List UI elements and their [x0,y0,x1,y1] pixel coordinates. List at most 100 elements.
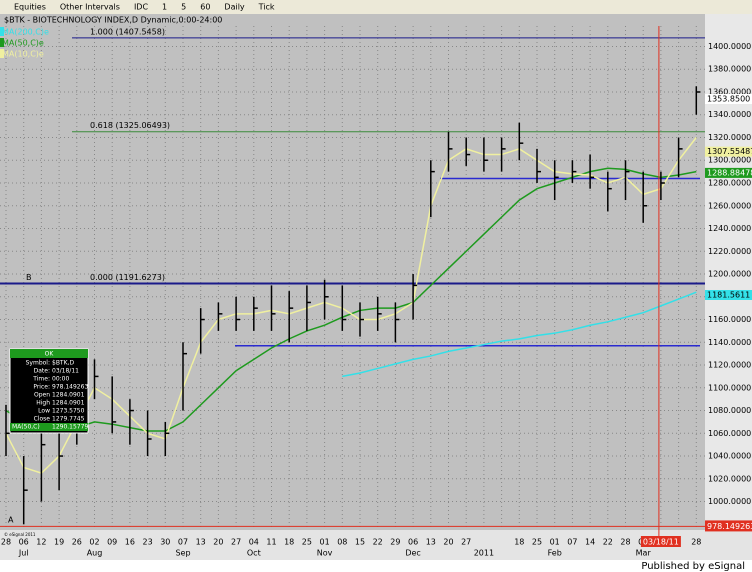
x-tick-label: 02 [89,538,99,547]
x-month-label: Oct [247,549,261,558]
x-tick-label: 14 [585,538,595,547]
x-tick-label: 11 [266,538,276,547]
x-tick-label: 18 [284,538,294,547]
y-tick-label: 1200.0000 [708,270,751,279]
x-axis-bg [0,530,752,560]
x-tick-label: 15 [355,538,365,547]
x-tick-label: 01 [320,538,330,547]
x-tick-label: 18 [514,538,524,547]
x-tick-label: 23 [143,538,153,547]
x-tick-label: 28 [1,538,11,547]
x-tick-label: 13 [196,538,206,547]
y-tick-label: 1260.0000 [708,201,751,210]
x-tick-label: 04 [249,538,259,547]
x-tick-label: 07 [178,538,188,547]
toolbar-item[interactable]: Daily [224,3,245,12]
y-tick-label: 1360.0000 [708,87,751,96]
price-tag-box [705,146,752,157]
x-tick-label: 06 [408,538,418,547]
price-tag: 1307.55487 [707,147,752,156]
legend-swatch [0,49,4,58]
y-tick-label: 1280.0000 [708,179,751,188]
x-month-label: Mar [636,549,652,558]
info-value: 1284.0901 [52,392,85,399]
y-tick-label: 1220.0000 [708,247,751,256]
x-month-label: Jul [18,549,29,558]
x-month-label: Nov [317,549,333,558]
x-month-label: Aug [87,549,103,558]
info-value: 1290.15779 [52,424,88,431]
price-tag: 1288.88478 [707,168,752,177]
legend-label: MA(200,C)e [2,28,49,37]
legend-swatch [0,27,4,36]
x-tick-label: 16 [125,538,135,547]
toolbar-item[interactable]: IDC [134,3,149,12]
ma-line [5,137,697,474]
y-tick-label: 1320.0000 [708,133,751,142]
x-tick-label: 28 [620,538,630,547]
info-value: 978.149263 [52,384,88,391]
y-tick-label: 1300.0000 [708,156,751,165]
price-tag: 1353.8500 [707,94,750,103]
y-tick-label: 1000.0000 [708,497,751,506]
toolbar-item[interactable]: Equities [14,3,46,12]
cursor-date-box [640,536,681,547]
toolbar-item[interactable]: 60 [200,3,210,12]
info-label: MA(50,C) [12,424,40,431]
fib-label: 1.000 (1407.5458) [90,27,165,36]
x-tick-label: 06 [19,538,29,547]
info-label: Open [34,392,50,399]
toolbar-item[interactable]: Other Intervals [60,3,120,12]
y-tick-label: 1240.0000 [708,224,751,233]
y-tick-label: 1040.0000 [708,452,751,461]
legend-label: MA(50,C)e [2,39,44,48]
cursor-tag-box [705,520,752,532]
chart-title: $BTK - BIOTECHNOLOGY INDEX,D Dynamic,0:0… [4,16,222,25]
info-title-bg [10,349,88,358]
info-value: 1279.7745 [52,416,85,423]
x-tick-label: 25 [532,538,542,547]
info-label: Symbol: [26,360,50,367]
info-label: High [36,400,50,407]
y-tick-label: 1120.0000 [708,361,751,370]
cursor-tag: 978.149263 [707,522,752,531]
info-value: 1273.5750 [52,408,85,415]
toolbar-item[interactable]: 5 [181,3,186,12]
price-tag: 1181.5611 [707,290,750,299]
x-month-label: Feb [548,549,562,558]
toolbar-item[interactable]: 1 [162,3,167,12]
y-tick-label: 1080.0000 [708,406,751,415]
y-tick-label: 1100.0000 [708,383,751,392]
x-tick-label: 26 [72,538,82,547]
fib-label: 0.000 (1191.6273) [90,273,165,282]
x-tick-label: 13 [426,538,436,547]
x-tick-label: 09 [107,538,117,547]
info-label: Low [38,408,50,415]
info-box [9,348,89,434]
info-label: Close [34,416,51,423]
x-tick-label: 20 [213,538,223,547]
x-tick-label: 29 [390,538,400,547]
price-tag-box [705,289,752,300]
x-tick-label: 30 [160,538,170,547]
point-label: A [8,516,14,525]
info-value: 1284.0901 [52,400,85,407]
fib-label: 0.618 (1325.06493) [90,121,170,130]
x-tick-label: 22 [373,538,383,547]
legend-swatch [0,38,4,47]
toolbar-item[interactable]: Tick [258,3,275,12]
price-tag-box [705,93,752,104]
info-value: 00:00 [52,376,69,383]
info-label: Price: [33,384,50,391]
toolbar [0,0,752,14]
legend-label: MA(10,C)e [2,50,44,59]
x-tick-label: 27 [231,538,241,547]
ma-line [342,291,697,378]
published: Published by eSignal [641,561,745,572]
y-tick-label: 1140.0000 [708,338,751,347]
x-tick-label: 01 [550,538,560,547]
x-tick-label: 12 [36,538,46,547]
x-tick-label: 08 [337,538,347,547]
info-label: Time: [32,376,50,383]
